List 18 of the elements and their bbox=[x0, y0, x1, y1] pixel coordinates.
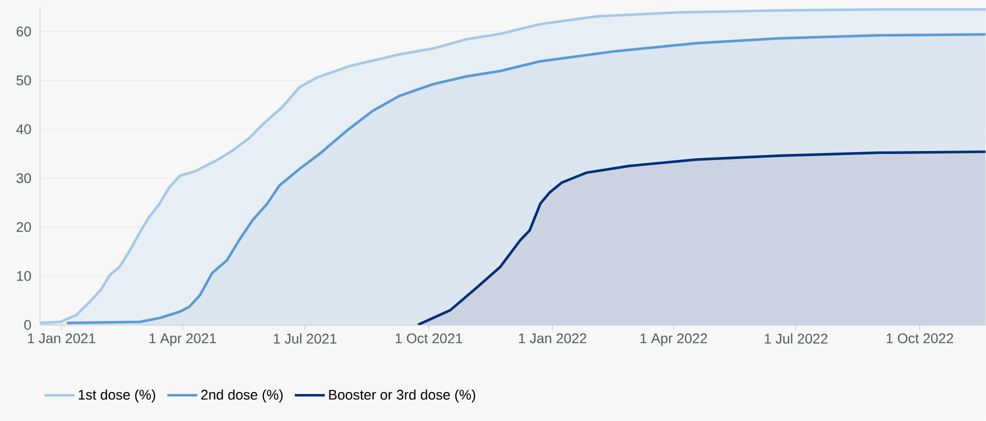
y-tick-label: 40 bbox=[16, 124, 31, 134]
legend-label: 2nd dose (%) bbox=[201, 390, 283, 403]
y-tick-label: 0 bbox=[24, 320, 31, 330]
x-tick-label: 1 Oct 2022 bbox=[886, 333, 954, 344]
x-tick-label: 1 Jan 2022 bbox=[519, 333, 586, 344]
y-tick-label: 60 bbox=[16, 26, 31, 36]
x-tick-label: 1 Jul 2022 bbox=[764, 333, 828, 344]
y-tick-label: 10 bbox=[17, 271, 31, 281]
legend-label: 1st dose (%) bbox=[78, 390, 156, 403]
x-tick-label: 1 Jul 2021 bbox=[274, 333, 336, 344]
x-tick-label: 1 Jan 2021 bbox=[28, 333, 96, 344]
x-tick-label: 1 Apr 2021 bbox=[150, 333, 216, 346]
y-tick-label: 20 bbox=[16, 222, 31, 232]
x-tick-label: 1 Oct 2021 bbox=[396, 333, 462, 344]
y-tick-label: 30 bbox=[16, 173, 31, 184]
legend-label: Booster or 3rd dose (%) bbox=[329, 390, 476, 403]
y-tick-label: 50 bbox=[16, 75, 31, 86]
x-tick-label: 1 Apr 2022 bbox=[640, 333, 707, 346]
